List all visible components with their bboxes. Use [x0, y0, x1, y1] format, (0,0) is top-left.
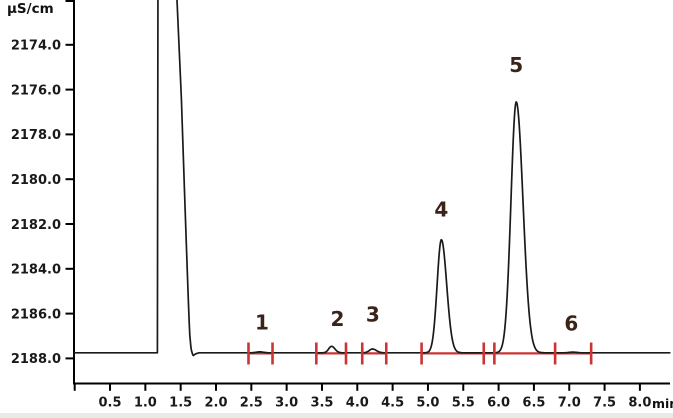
x-tick-label: 2.5	[240, 396, 263, 411]
peak-label-3: 3	[366, 303, 380, 327]
x-tick-label: 6.5	[522, 396, 545, 411]
peak-label-1: 1	[255, 311, 269, 335]
x-tick-label: 8.0	[628, 396, 651, 411]
x-tick-label: 5.5	[452, 396, 475, 411]
x-tick-label: 3.5	[310, 396, 333, 411]
x-tick-label: 1.5	[169, 396, 192, 411]
y-axis-unit-label: µS/cm	[7, 1, 54, 17]
trace-path	[73, 0, 671, 357]
x-tick-label: 6.0	[487, 396, 510, 411]
x-tick-label: 1.0	[134, 396, 157, 411]
x-tick-label: 0.5	[99, 396, 122, 411]
x-tick-label: 2.0	[204, 396, 227, 411]
x-tick-label: 5.0	[416, 396, 439, 411]
y-tick-label: 2176.0	[11, 83, 61, 98]
x-tick-label: 7.0	[558, 396, 581, 411]
x-tick-label: 3.0	[275, 396, 298, 411]
x-tick-label: 4.0	[346, 396, 369, 411]
x-axis-unit-label: min	[652, 396, 673, 411]
y-tick-label: 2174.0	[11, 39, 61, 54]
y-tick-label: 2178.0	[11, 128, 61, 143]
peak-label-6: 6	[564, 312, 578, 336]
peak-label-4: 4	[434, 197, 448, 221]
y-tick-label: 2186.0	[11, 307, 61, 322]
y-tick-label: 2188.0	[11, 352, 61, 367]
y-tick-label: 2182.0	[11, 218, 61, 233]
x-tick-label: 7.5	[593, 396, 616, 411]
y-tick-label: 2180.0	[11, 173, 61, 188]
peak-label-2: 2	[331, 307, 345, 331]
x-tick-label: 4.5	[381, 396, 404, 411]
bottom-edge-strip	[0, 413, 673, 418]
peak-label-5: 5	[509, 53, 523, 77]
y-tick-label: 2184.0	[11, 263, 61, 278]
